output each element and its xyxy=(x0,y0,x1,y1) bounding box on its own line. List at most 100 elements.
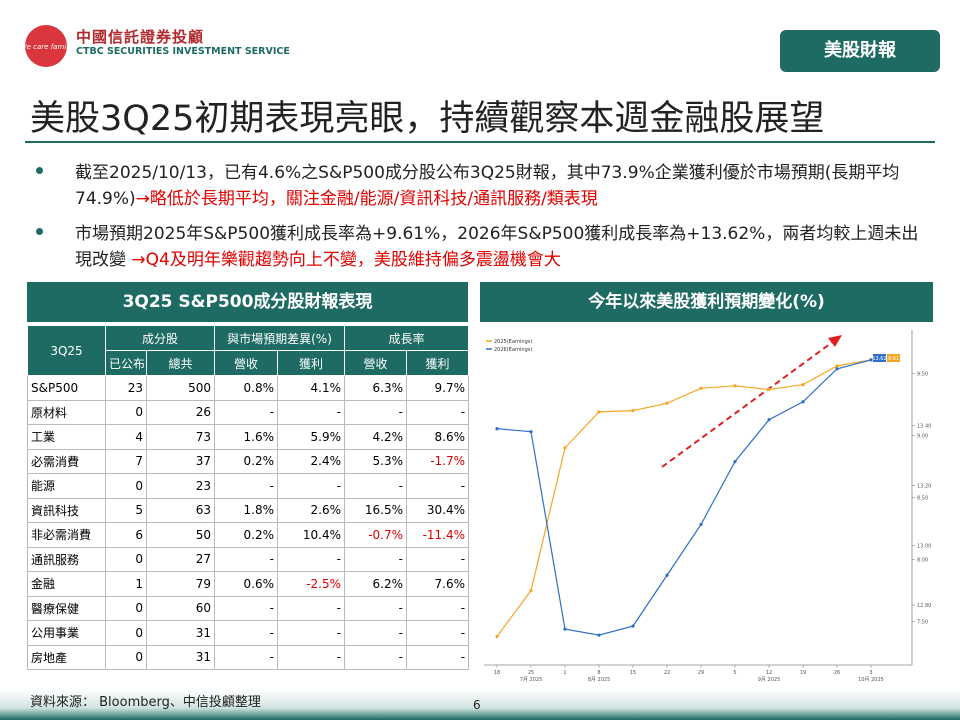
table-cell: 10.4% xyxy=(277,522,346,548)
x-tick-label: 22 xyxy=(664,670,670,676)
x-tick-label: 1 xyxy=(563,670,566,676)
header-cell: 獲利 xyxy=(277,350,346,376)
table-cell: 27 xyxy=(145,546,216,572)
table-cell: 1.8% xyxy=(214,497,279,523)
point xyxy=(733,384,737,388)
table-cell: 73 xyxy=(145,424,216,450)
x-tick-label: 15 xyxy=(630,670,636,676)
table-cell: 6 xyxy=(105,522,147,548)
point xyxy=(733,460,737,464)
y-tick-label: 9.50 xyxy=(917,371,928,377)
table-row: S&P500 23 500 0.8% 4.1% 6.3% 9.7% xyxy=(27,375,470,401)
point xyxy=(495,634,499,639)
point xyxy=(563,627,567,631)
header-cell: 總共 xyxy=(145,350,216,376)
table-cell: - xyxy=(214,546,279,572)
table-cell: 26 xyxy=(145,399,216,425)
table-cell: 醫療保健 xyxy=(27,595,106,621)
table-cell: 0.2% xyxy=(214,448,279,474)
month-label: 9月 2025 xyxy=(758,677,781,683)
header-cell: 已公布 xyxy=(105,350,147,376)
table-cell: - xyxy=(406,473,470,499)
y2-tick-label: 13.40 xyxy=(917,424,931,430)
table-cell: 23 xyxy=(145,473,216,499)
table-cell: - xyxy=(277,595,346,621)
series-line xyxy=(496,359,872,636)
title-rule xyxy=(25,141,935,143)
company-en: CTBC SECURITIES INVESTMENT SERVICE xyxy=(76,46,290,57)
legend-label: 2026(Earnings) xyxy=(494,347,532,353)
bullet: 截至2025/10/13，已有4.6%之S&P500成分股公布3Q25財報，其中… xyxy=(75,160,920,212)
table-cell: 16.5% xyxy=(344,497,408,523)
table-cell: 63 xyxy=(145,497,216,523)
logo: We care family xyxy=(22,25,72,67)
table-cell: 31 xyxy=(145,644,216,670)
y-tick-label: 8.50 xyxy=(917,496,928,502)
table-cell: - xyxy=(277,473,346,499)
table-cell: - xyxy=(406,620,470,646)
table-cell: -2.5% xyxy=(277,571,346,597)
table-cell: 0.2% xyxy=(214,522,279,548)
point xyxy=(835,367,839,371)
legend-label: 2025(Earnings) xyxy=(494,339,532,345)
end-label: 9.61 xyxy=(888,356,899,362)
header-cell: 成長率 xyxy=(344,325,470,351)
x-tick-label: 18 xyxy=(494,670,500,676)
table-cell: 4.1% xyxy=(277,375,346,401)
table-cell: 5.3% xyxy=(344,448,408,474)
point xyxy=(597,633,601,637)
table-cell: - xyxy=(406,595,470,621)
table-cell: 非必需消費 xyxy=(27,522,106,548)
x-tick-label: 5 xyxy=(733,670,736,676)
table-cell: 公用事業 xyxy=(27,620,106,646)
point xyxy=(563,446,567,450)
bullet-highlight: →略低於長期平均，關注金融/能源/資訊科技/通訊服務/類表現 xyxy=(135,189,598,209)
table-row: 房地產 0 31- - - - xyxy=(27,644,470,670)
y2-tick-label: 13.20 xyxy=(917,484,931,490)
table-cell: 必需消費 xyxy=(27,448,106,474)
point xyxy=(597,410,601,414)
table-cell: - xyxy=(406,399,470,425)
header-cell: 營收 xyxy=(344,350,408,376)
table-cell: - xyxy=(277,620,346,646)
table-cell: 31 xyxy=(145,620,216,646)
source: 資料來源： Bloomberg、中信投顧整理 xyxy=(30,695,261,710)
table-cell: 0 xyxy=(105,644,147,670)
y-tick-label: 9.00 xyxy=(917,433,928,439)
table-cell: 60 xyxy=(145,595,216,621)
table-row: 工業 4 73 1.6% 5.9% 4.2% 8.6% xyxy=(27,424,470,450)
header-cell: 成分股 xyxy=(104,325,216,351)
table-cell: 37 xyxy=(145,448,216,474)
table-cell: 8.6% xyxy=(406,424,470,450)
earnings-table: 3Q25 成分股 與市場預期差異(%) 成長率 已公布 總共 營收 獲利 營收 獲利 S&P50… xyxy=(27,325,470,670)
table-cell: - xyxy=(277,546,346,572)
x-tick-label: 26 xyxy=(834,670,840,676)
table-cell: 0 xyxy=(105,473,147,499)
point xyxy=(699,386,703,390)
table-title: 3Q25 S&P500成分股財報表現 xyxy=(27,282,468,322)
table-cell: - xyxy=(344,644,408,670)
point xyxy=(495,427,499,431)
month-label: 7月 2025 xyxy=(520,677,543,683)
table-cell: 工業 xyxy=(27,424,106,450)
table-cell: 金融 xyxy=(27,571,106,597)
table-cell: -0.7% xyxy=(344,522,408,548)
x-tick-label: 29 xyxy=(698,670,704,676)
point xyxy=(631,624,635,628)
x-tick-label: 19 xyxy=(800,670,806,676)
table-cell: 0 xyxy=(105,546,147,572)
bullet-dot xyxy=(36,228,43,235)
y-tick-label: 8.00 xyxy=(917,558,928,564)
table-cell: 50 xyxy=(145,522,216,548)
page-number: 6 xyxy=(473,698,481,712)
end-label-box xyxy=(887,354,900,362)
table-cell: 4 xyxy=(105,424,147,450)
table-cell: - xyxy=(344,546,408,572)
table-cell: - xyxy=(344,473,408,499)
table-cell: 1.6% xyxy=(214,424,279,450)
table-cell: 30.4% xyxy=(406,497,470,523)
logo-text: We care family xyxy=(22,43,72,51)
table-row: 資訊科技 5 63 1.8% 2.6% 16.5% 30.4% xyxy=(27,497,470,523)
bullet-highlight: →Q4及明年樂觀趨勢向上不變，美股維持偏多震盪機會大 xyxy=(126,250,561,270)
